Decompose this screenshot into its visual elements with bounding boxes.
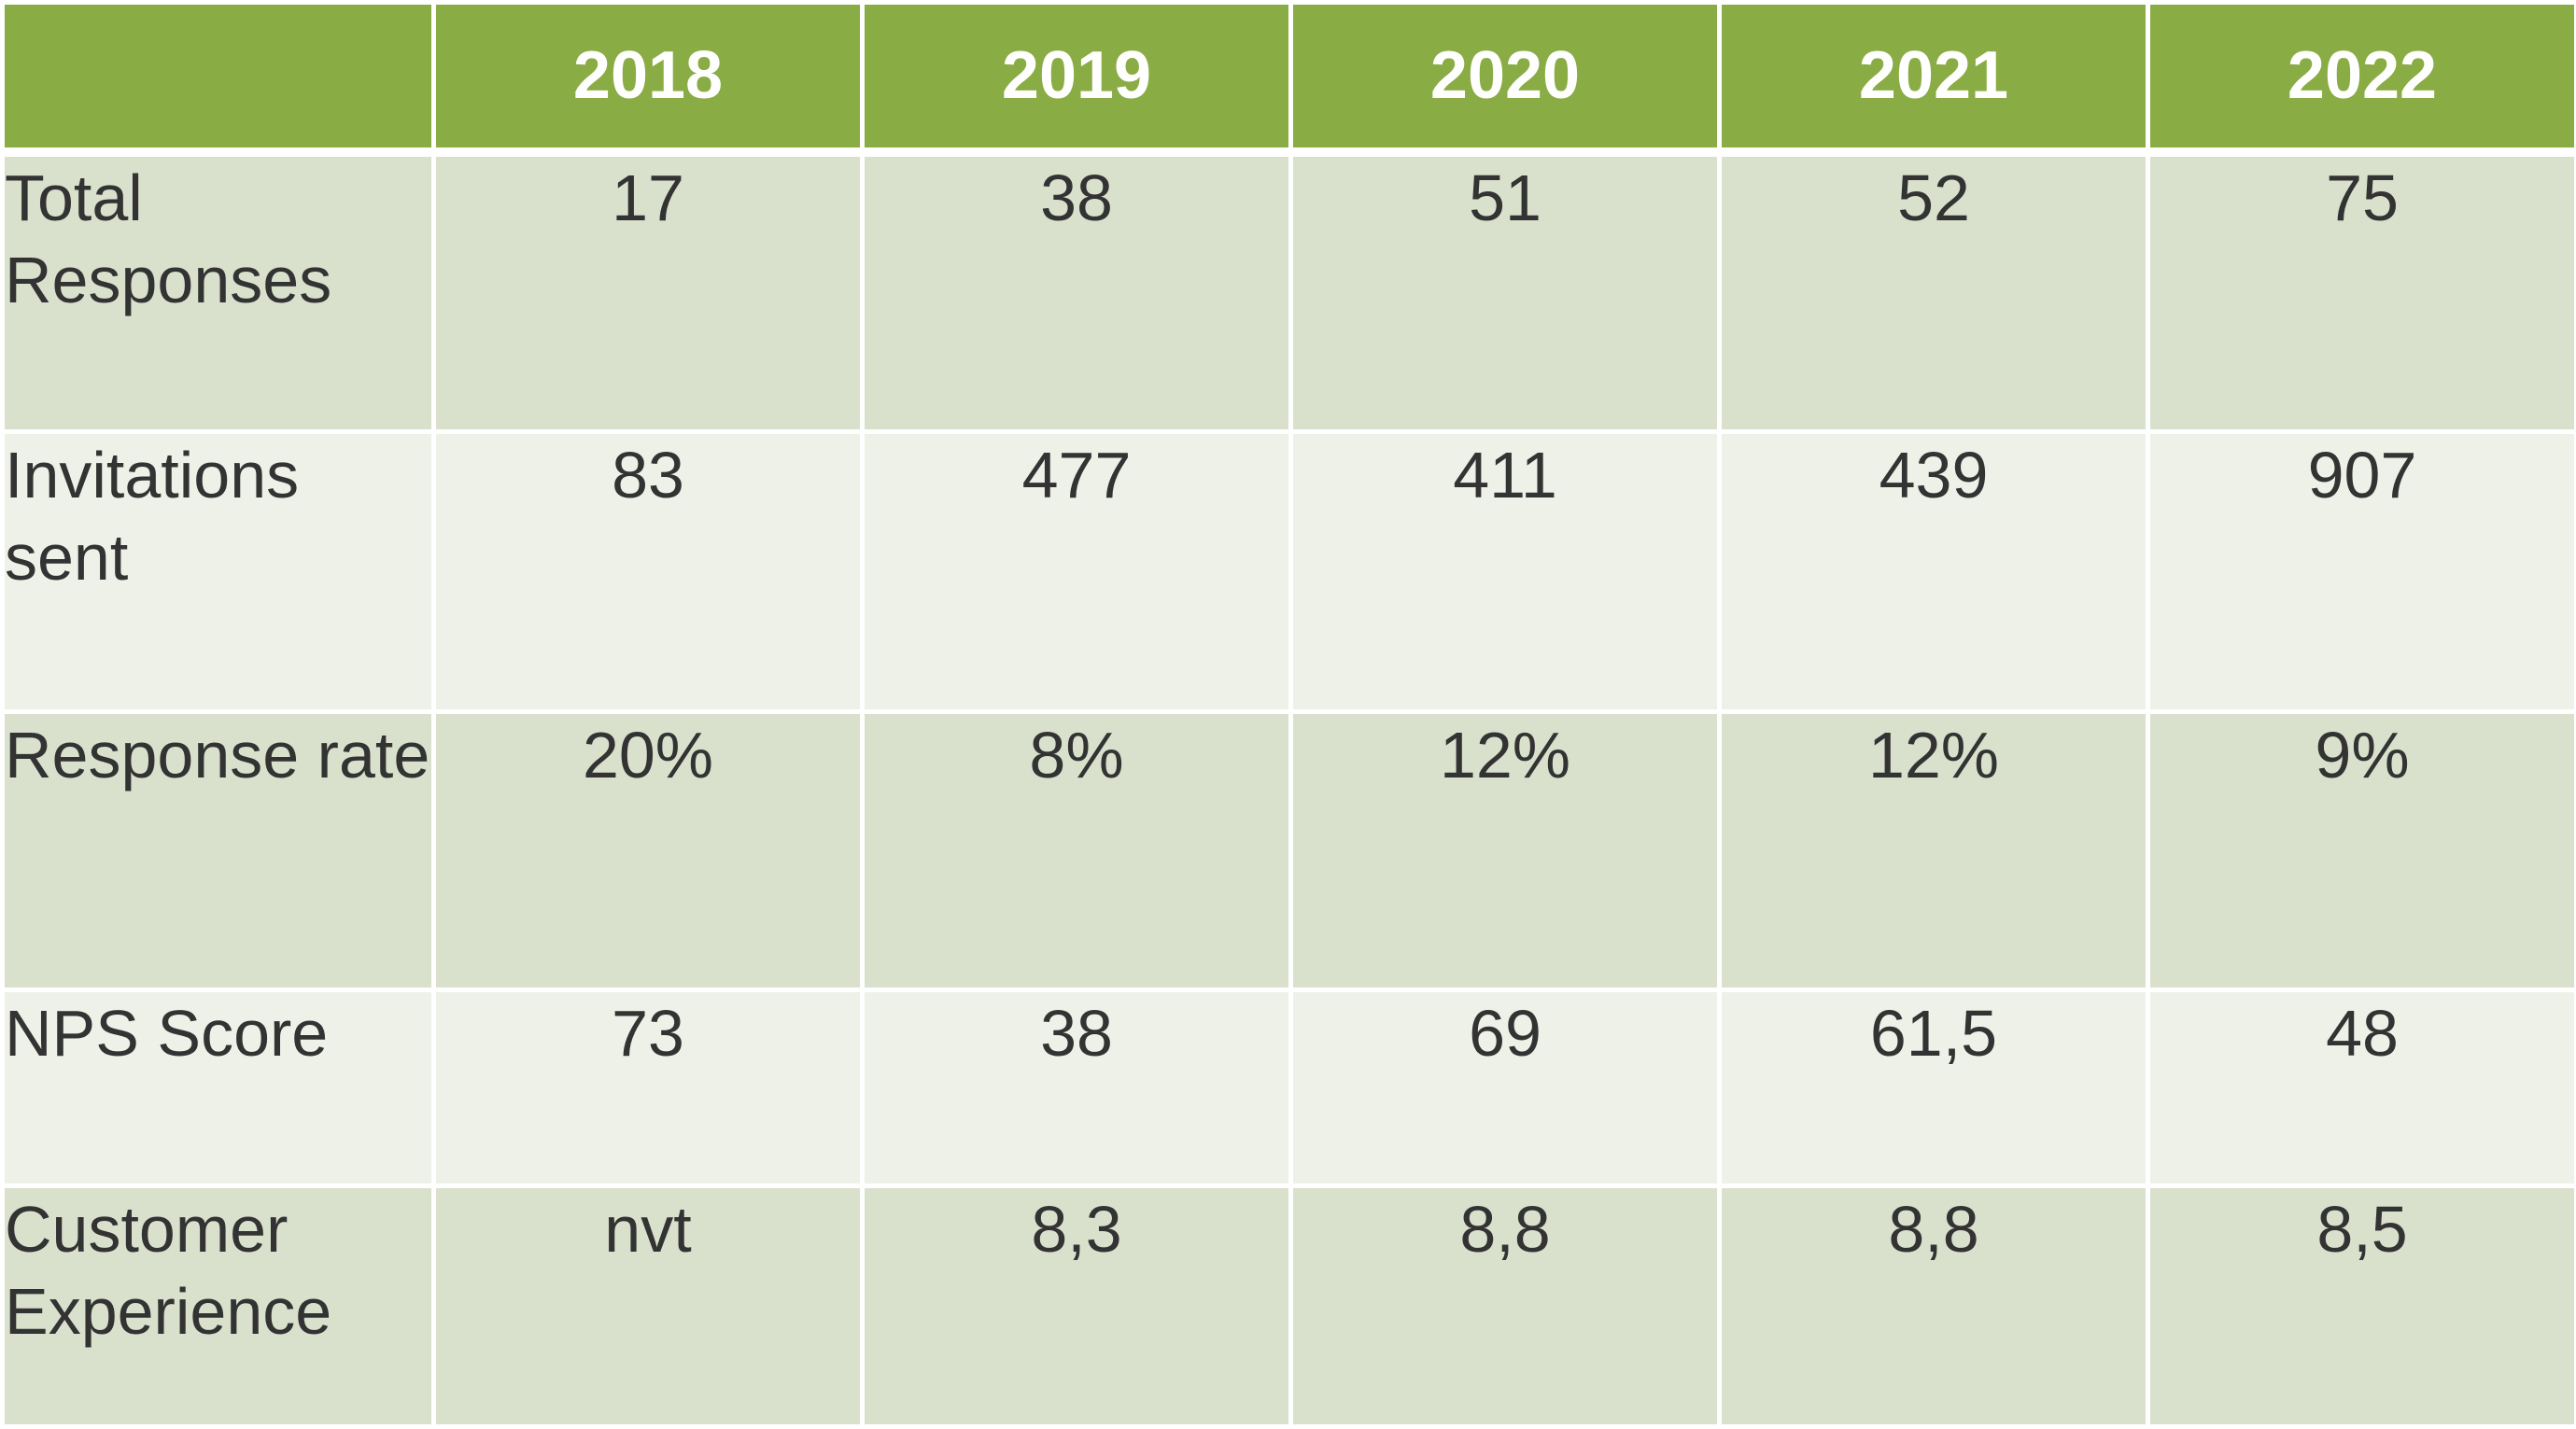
table-cell: nvt [434,1186,863,1427]
table-cell: 38 [863,152,1291,432]
table-cell: 8,5 [2148,1186,2576,1427]
table-row-customer-experience: Customer Experience nvt 8,3 8,8 8,8 8,5 [3,1186,2576,1427]
table-cell: 439 [1720,432,2148,712]
table-cell: 8% [863,712,1291,990]
table-cell: 52 [1720,152,2148,432]
table-row-invitations-sent: Invitations sent 83 477 411 439 907 [3,432,2576,712]
table-cell: 75 [2148,152,2576,432]
table-cell: 61,5 [1720,990,2148,1186]
table-cell: 8,8 [1720,1186,2148,1427]
table-cell: 20% [434,712,863,990]
table-header-row: 2018 2019 2020 2021 2022 [3,3,2576,152]
header-year-2018: 2018 [434,3,863,152]
row-label-customer-experience: Customer Experience [3,1186,434,1427]
table-cell: 69 [1291,990,1720,1186]
row-label-nps-score: NPS Score [3,990,434,1186]
table-cell: 8,8 [1291,1186,1720,1427]
table-row-total-responses: Total Responses 17 38 51 52 75 [3,152,2576,432]
table-cell: 411 [1291,432,1720,712]
row-label-response-rate: Response rate [3,712,434,990]
table-row-nps-score: NPS Score 73 38 69 61,5 48 [3,990,2576,1186]
table-cell: 12% [1720,712,2148,990]
row-label-invitations-sent: Invitations sent [3,432,434,712]
table-cell: 477 [863,432,1291,712]
table-cell: 12% [1291,712,1720,990]
header-year-2020: 2020 [1291,3,1720,152]
header-corner-cell [3,3,434,152]
table-cell: 48 [2148,990,2576,1186]
table-cell: 73 [434,990,863,1186]
header-year-2021: 2021 [1720,3,2148,152]
table-cell: 907 [2148,432,2576,712]
table-cell: 38 [863,990,1291,1186]
table-row-response-rate: Response rate 20% 8% 12% 12% 9% [3,712,2576,990]
header-year-2022: 2022 [2148,3,2576,152]
table-cell: 17 [434,152,863,432]
table-cell: 9% [2148,712,2576,990]
header-year-2019: 2019 [863,3,1291,152]
table-cell: 8,3 [863,1186,1291,1427]
table-cell: 51 [1291,152,1720,432]
table-cell: 83 [434,432,863,712]
row-label-total-responses: Total Responses [3,152,434,432]
